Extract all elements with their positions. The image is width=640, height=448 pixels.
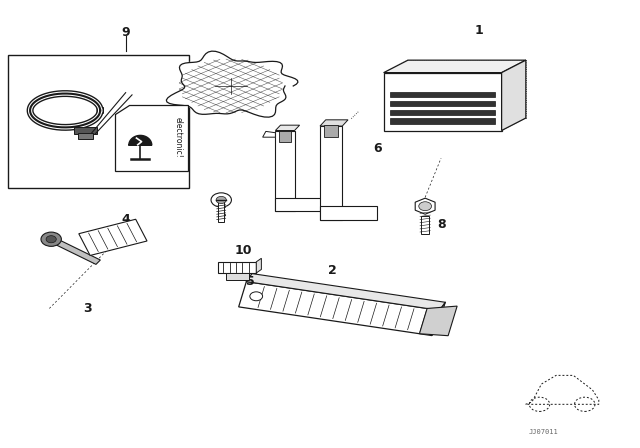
Bar bbox=[275, 198, 323, 211]
Circle shape bbox=[41, 232, 61, 246]
Bar bbox=[320, 206, 378, 220]
Polygon shape bbox=[320, 120, 348, 126]
Circle shape bbox=[216, 196, 227, 203]
Bar bbox=[226, 272, 248, 280]
Text: 3: 3 bbox=[83, 302, 92, 315]
Polygon shape bbox=[129, 135, 152, 145]
Text: 2: 2 bbox=[328, 264, 337, 277]
Circle shape bbox=[250, 292, 262, 301]
Bar bbox=[8, 55, 189, 188]
Bar bbox=[384, 73, 502, 130]
Polygon shape bbox=[502, 60, 526, 130]
Text: 7: 7 bbox=[217, 213, 226, 226]
Polygon shape bbox=[256, 258, 261, 273]
Text: 1: 1 bbox=[475, 24, 484, 37]
Polygon shape bbox=[239, 282, 440, 336]
Bar bbox=[390, 92, 495, 97]
Bar bbox=[218, 262, 256, 273]
Polygon shape bbox=[275, 125, 300, 130]
Polygon shape bbox=[246, 274, 445, 310]
Polygon shape bbox=[166, 51, 298, 117]
Polygon shape bbox=[79, 219, 147, 255]
Bar bbox=[279, 130, 291, 142]
Bar bbox=[421, 216, 429, 234]
Text: 8: 8 bbox=[436, 217, 445, 231]
Circle shape bbox=[211, 193, 232, 207]
Polygon shape bbox=[49, 237, 100, 264]
Text: 9: 9 bbox=[122, 26, 130, 39]
Bar bbox=[218, 200, 225, 222]
Bar bbox=[78, 133, 93, 138]
Circle shape bbox=[46, 236, 56, 243]
Bar bbox=[320, 126, 342, 220]
Text: 10: 10 bbox=[235, 244, 252, 257]
Bar bbox=[324, 125, 338, 137]
Text: 4: 4 bbox=[121, 213, 130, 226]
Bar bbox=[275, 130, 294, 211]
Bar bbox=[390, 110, 495, 115]
Polygon shape bbox=[262, 131, 275, 137]
Polygon shape bbox=[415, 198, 435, 214]
Bar bbox=[390, 118, 495, 124]
Polygon shape bbox=[384, 60, 526, 73]
Text: electronic!: electronic! bbox=[174, 117, 183, 158]
Bar bbox=[390, 101, 495, 106]
Text: 6: 6 bbox=[373, 142, 381, 155]
Polygon shape bbox=[115, 105, 188, 171]
Polygon shape bbox=[432, 302, 445, 336]
Polygon shape bbox=[419, 306, 457, 336]
Circle shape bbox=[419, 202, 431, 211]
Text: 5: 5 bbox=[246, 276, 254, 289]
Bar bbox=[74, 127, 97, 134]
Text: JJ07011: JJ07011 bbox=[529, 430, 559, 435]
